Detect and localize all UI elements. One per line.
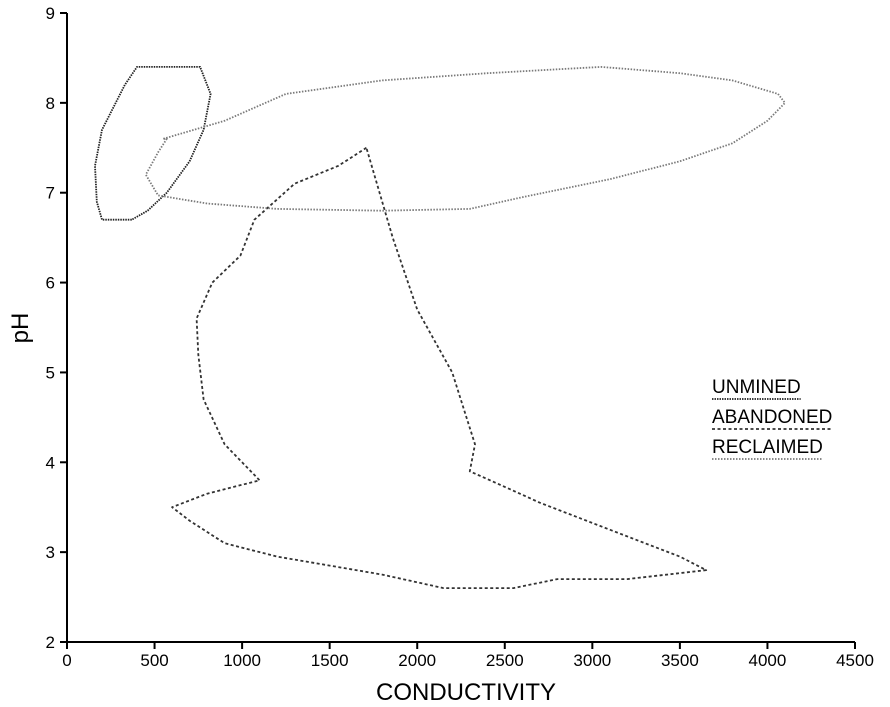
y-tick-label: 4 [46, 453, 55, 472]
x-tick-label: 2000 [398, 651, 436, 670]
y-tick-label: 2 [46, 633, 55, 652]
y-ticks: 2 3 4 5 6 7 8 9 [46, 4, 67, 652]
legend: UNMINED ABANDONED RECLAIMED [712, 377, 833, 460]
x-tick-label: 4000 [749, 651, 787, 670]
x-tick-label: 0 [62, 651, 71, 670]
x-axis-title: CONDUCTIVITY [376, 679, 556, 706]
x-ticks: 0 500 1000 1500 2000 2500 3000 3500 4000 4500 [62, 642, 874, 670]
y-tick-label: 7 [46, 184, 55, 203]
y-tick-label: 9 [46, 4, 55, 23]
x-tick-label: 3500 [661, 651, 699, 670]
series-line-abandoned [171, 146, 708, 589]
y-tick-label: 6 [46, 274, 55, 293]
legend-label-unmined: UNMINED [712, 377, 801, 398]
y-tick-label: 5 [46, 363, 55, 382]
x-tick-label: 500 [140, 651, 168, 670]
x-tick-label: 2500 [486, 651, 524, 670]
x-tick-label: 3000 [573, 651, 611, 670]
x-tick-label: 1500 [311, 651, 349, 670]
axes [66, 13, 855, 643]
legend-label-abandoned: ABANDONED [712, 407, 832, 428]
x-tick-label: 1000 [223, 651, 261, 670]
plot-area [94, 66, 786, 589]
legend-label-reclaimed: RECLAIMED [712, 437, 823, 458]
series-line-reclaimed [144, 66, 786, 212]
series-line-unmined [94, 66, 212, 221]
y-tick-label: 3 [46, 543, 55, 562]
y-axis-title: pH [7, 313, 34, 344]
y-tick-label: 8 [46, 94, 55, 113]
x-tick-label: 4500 [836, 651, 874, 670]
